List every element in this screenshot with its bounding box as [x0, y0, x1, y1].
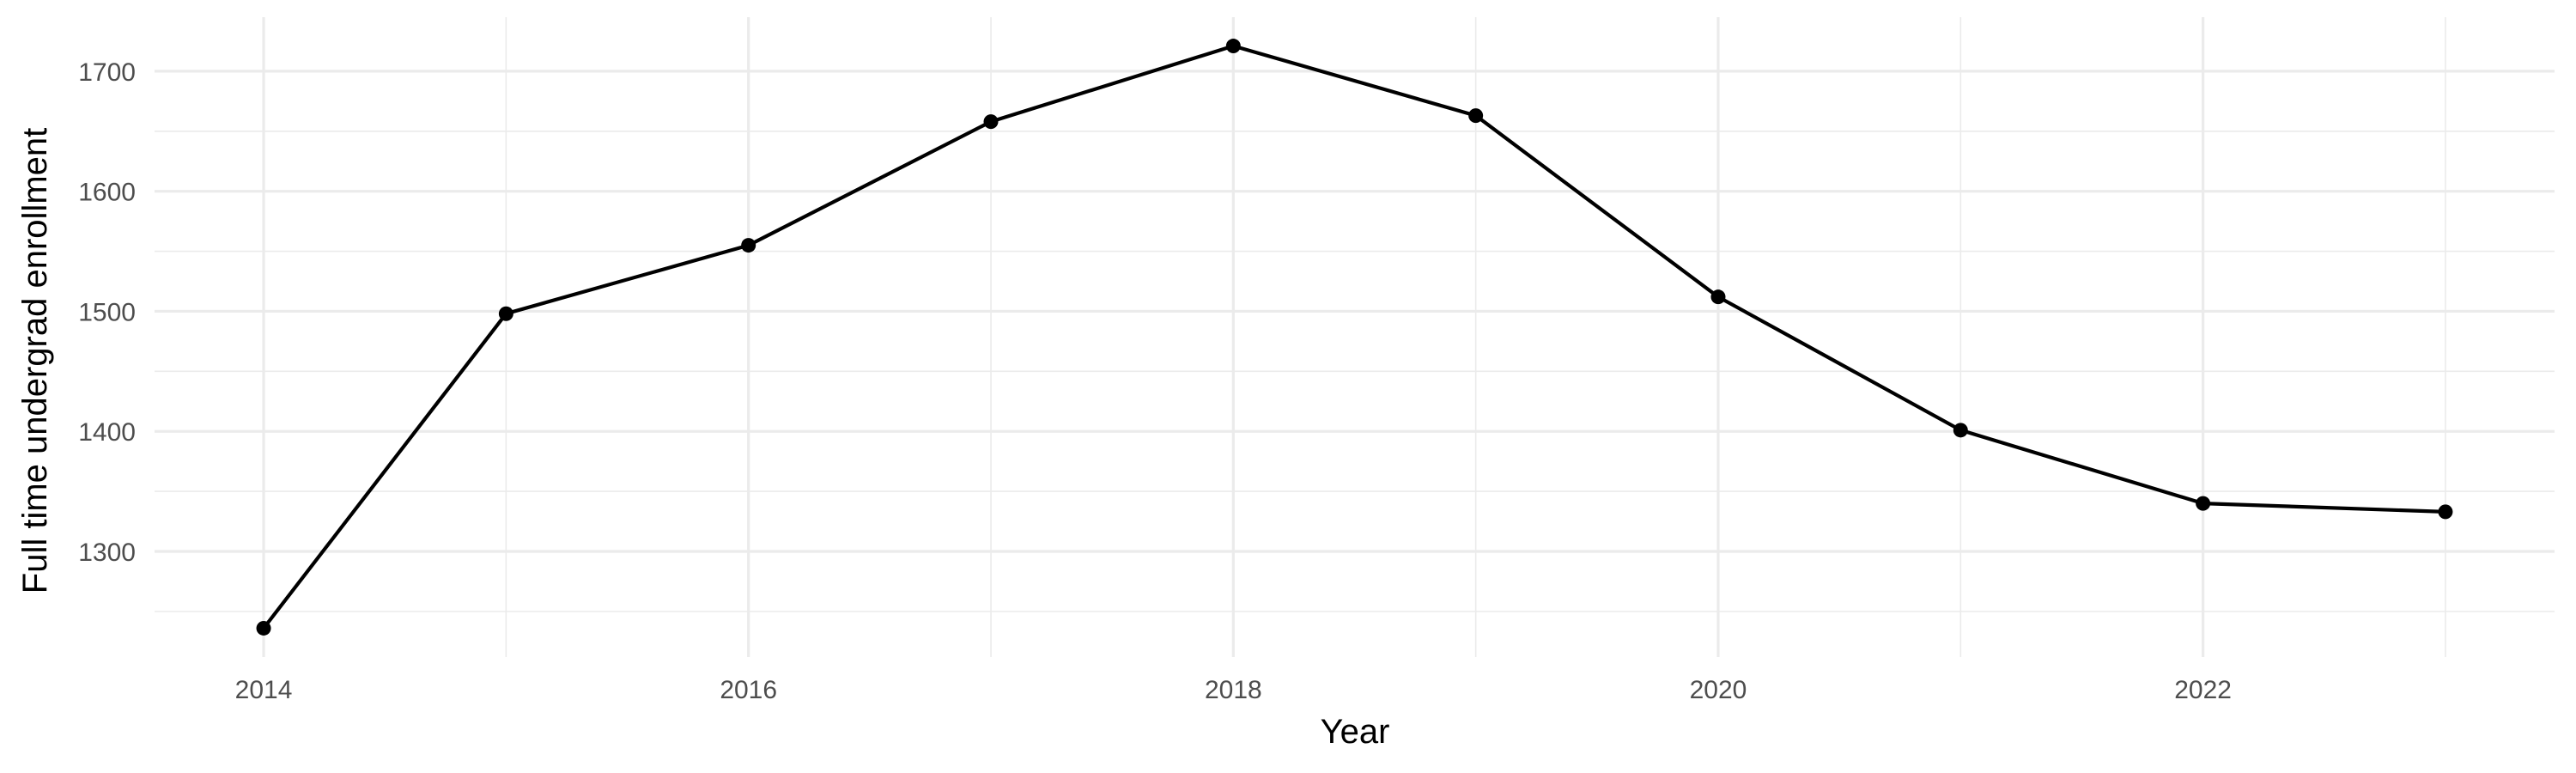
data-point: [1953, 423, 1968, 438]
y-tick-label: 1600: [78, 179, 136, 207]
data-point: [1225, 39, 1241, 54]
data-point: [256, 620, 271, 636]
x-axis-title: Year: [1321, 713, 1390, 751]
y-tick-label: 1400: [78, 418, 136, 447]
data-point: [2196, 496, 2211, 511]
data-point: [498, 306, 513, 321]
x-tick-label: 2018: [1205, 676, 1262, 704]
x-tick-label: 2022: [2174, 676, 2232, 704]
x-tick-label: 2020: [1690, 676, 1747, 704]
data-series: [256, 39, 2453, 636]
x-axis-tick-labels: 2014 2016 2018 2020 2022: [235, 676, 2232, 704]
x-tick-label: 2016: [720, 676, 777, 704]
data-point: [1468, 108, 1484, 124]
data-point: [983, 114, 999, 130]
y-axis-tick-labels: 1300 1400 1500 1600 1700: [78, 58, 136, 567]
y-tick-label: 1300: [78, 539, 136, 567]
data-point: [1710, 289, 1726, 305]
y-tick-label: 1700: [78, 58, 136, 87]
data-point: [2438, 504, 2453, 520]
grid-lines: [155, 17, 2555, 657]
series-line: [261, 44, 2448, 630]
y-tick-label: 1500: [78, 298, 136, 326]
x-tick-label: 2014: [235, 676, 293, 704]
data-point: [741, 238, 756, 253]
y-axis-title: Full time undergrad enrollment: [16, 128, 54, 593]
